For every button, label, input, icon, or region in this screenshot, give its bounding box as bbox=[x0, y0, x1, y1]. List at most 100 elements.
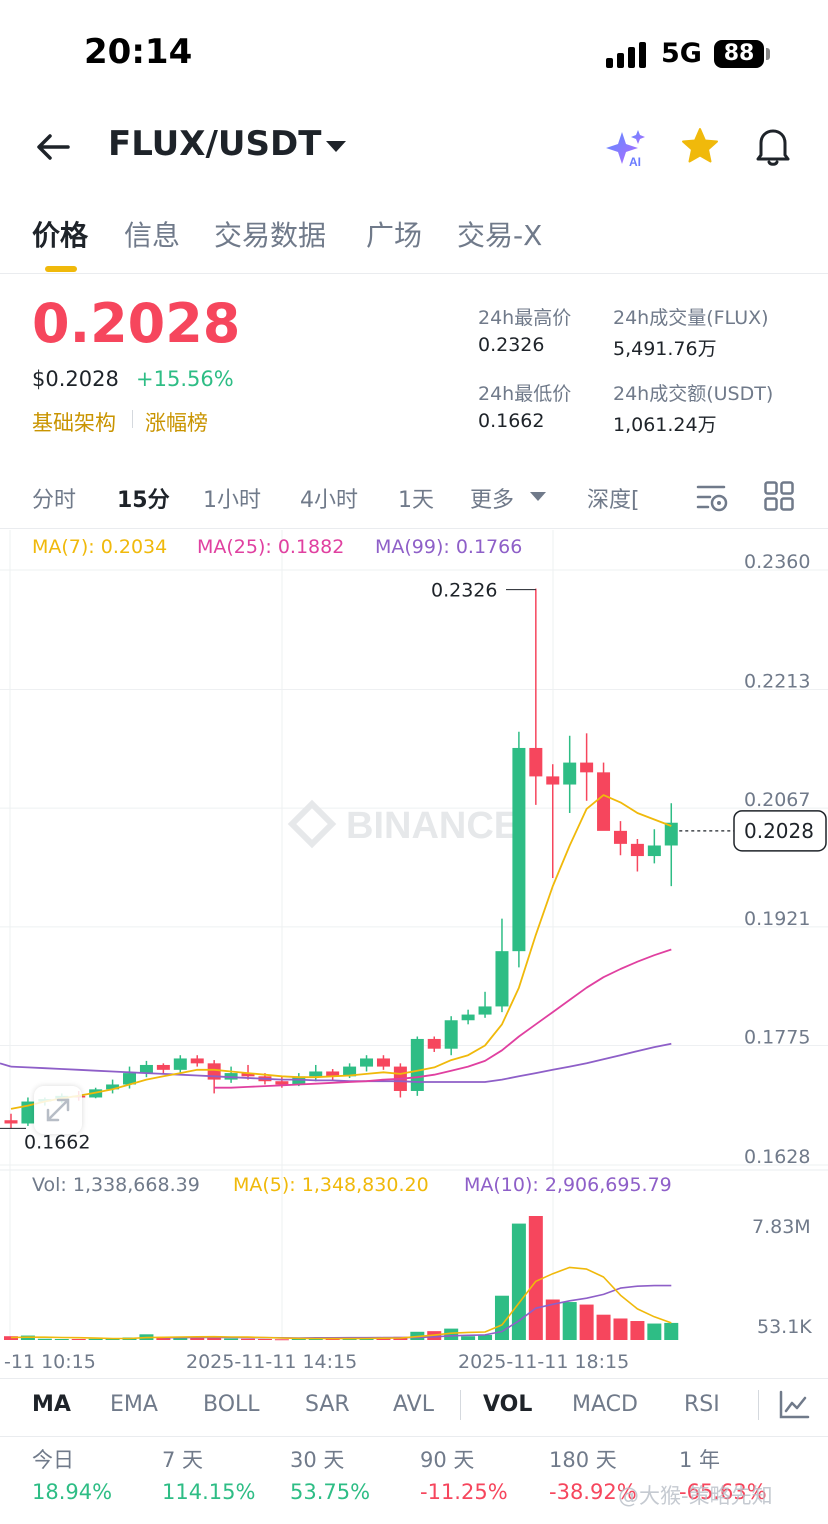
volume-bar bbox=[257, 1338, 272, 1340]
volume-bar bbox=[4, 1336, 18, 1340]
volume-bar bbox=[545, 1299, 560, 1340]
indicator-separator-2 bbox=[758, 1390, 759, 1420]
last-price: 0.2028 bbox=[32, 292, 241, 355]
price-axis-label: 0.2213 bbox=[744, 670, 810, 692]
more-dropdown-icon[interactable] bbox=[530, 492, 546, 501]
current-price-label: 0.2028 bbox=[744, 819, 814, 843]
perf-90d-value: -11.25% bbox=[420, 1480, 508, 1504]
stat-volume-base-value: 5,491.76万 bbox=[613, 338, 717, 360]
interval-more[interactable]: 更多 bbox=[470, 488, 515, 513]
tab-trade-x[interactable]: 交易-X bbox=[457, 219, 543, 252]
volume-bar bbox=[37, 1338, 52, 1340]
volume-bar bbox=[274, 1339, 289, 1341]
tab-trading-data[interactable]: 交易数据 bbox=[214, 219, 327, 252]
perf-7d-value: 114.15% bbox=[162, 1480, 256, 1504]
indicator-ema[interactable]: EMA bbox=[110, 1392, 158, 1417]
indicator-boll[interactable]: BOLL bbox=[203, 1392, 260, 1417]
candle-body bbox=[123, 1073, 137, 1085]
candle-body bbox=[360, 1058, 374, 1067]
candle-body bbox=[190, 1058, 204, 1064]
volume-bar bbox=[579, 1304, 594, 1340]
bell-icon[interactable] bbox=[752, 124, 794, 168]
perf-7d-label: 7 天 bbox=[162, 1448, 204, 1472]
volume-bar bbox=[478, 1334, 493, 1340]
interval-depth[interactable]: 深度[ bbox=[587, 488, 640, 513]
candle-body bbox=[563, 762, 577, 785]
tab-square[interactable]: 广场 bbox=[366, 219, 423, 252]
stat-low-value: 0.1662 bbox=[478, 410, 545, 432]
volume-bar bbox=[444, 1328, 459, 1340]
pair-title[interactable]: FLUX/USDT bbox=[108, 124, 322, 164]
candle-body bbox=[630, 843, 644, 857]
volume-bar bbox=[664, 1322, 679, 1340]
indicator-rsi[interactable]: RSI bbox=[684, 1392, 720, 1417]
fullscreen-button[interactable] bbox=[34, 1086, 82, 1134]
candle-body bbox=[613, 830, 627, 844]
interval-timeline[interactable]: 分时 bbox=[32, 488, 77, 513]
ma99-legend: MA(99): 0.1766 bbox=[375, 536, 523, 558]
pair-dropdown-icon[interactable] bbox=[326, 141, 346, 152]
stat-volume-quote-value: 1,061.24万 bbox=[613, 414, 717, 436]
volume-axis-label: 53.1K bbox=[757, 1316, 812, 1338]
perf-180d-label: 180 天 bbox=[549, 1448, 617, 1472]
stat-high-value: 0.2326 bbox=[478, 334, 545, 356]
candlestick-chart[interactable]: BINANCE 0.2360 0.2213 0.2067 0.1921 0.1775 0.… bbox=[0, 530, 828, 1380]
chart-settings-icon[interactable] bbox=[696, 482, 730, 514]
volume-bar bbox=[173, 1336, 188, 1340]
tag-separator bbox=[132, 410, 133, 428]
tag-gainers[interactable]: 涨幅榜 bbox=[145, 411, 208, 435]
candle-body bbox=[444, 1020, 458, 1049]
candle-body bbox=[4, 1120, 18, 1124]
indicator-sar[interactable]: SAR bbox=[305, 1392, 350, 1417]
ma25-line bbox=[214, 948, 672, 1089]
indicator-ma[interactable]: MA bbox=[32, 1392, 71, 1417]
expand-icon bbox=[46, 1098, 70, 1122]
perf-180d-value: -38.92% bbox=[549, 1480, 637, 1504]
candle-body bbox=[326, 1071, 340, 1077]
price-change-percent: +15.56% bbox=[136, 367, 234, 391]
volume-bar bbox=[613, 1318, 628, 1340]
back-arrow-icon[interactable] bbox=[34, 128, 72, 166]
grid-layout-icon[interactable] bbox=[764, 481, 794, 511]
indicator-separator bbox=[460, 1390, 461, 1420]
stat-volume-quote-label: 24h成交额(USDT) bbox=[613, 383, 774, 405]
price-axis-label: 0.2067 bbox=[744, 789, 810, 811]
favorite-star-icon[interactable] bbox=[680, 126, 720, 166]
indicator-divider bbox=[0, 1378, 828, 1379]
candle-body bbox=[461, 1014, 475, 1021]
tab-price[interactable]: 价格 bbox=[32, 219, 89, 252]
volume-legend: Vol: 1,338,668.39 bbox=[32, 1174, 200, 1196]
high-marker-label: 0.2326 bbox=[431, 580, 497, 602]
indicator-macd[interactable]: MACD bbox=[572, 1392, 638, 1417]
indicator-avl[interactable]: AVL bbox=[393, 1392, 434, 1417]
volume-bar bbox=[224, 1338, 239, 1340]
indicator-chart-icon[interactable] bbox=[778, 1390, 810, 1420]
interval-4h[interactable]: 4小时 bbox=[300, 488, 358, 513]
status-time: 20:14 bbox=[84, 32, 193, 72]
candle-body bbox=[546, 776, 560, 785]
volume-bar bbox=[241, 1338, 256, 1340]
tag-infrastructure[interactable]: 基础架构 bbox=[32, 411, 116, 435]
interval-1h[interactable]: 1小时 bbox=[203, 488, 261, 513]
interval-15m[interactable]: 15分 bbox=[117, 488, 170, 513]
ma25-legend: MA(25): 0.1882 bbox=[197, 536, 345, 558]
volume-axis-label: 7.83M bbox=[752, 1216, 811, 1238]
candle-body bbox=[106, 1084, 120, 1090]
indicator-vol[interactable]: VOL bbox=[483, 1392, 533, 1417]
tab-info[interactable]: 信息 bbox=[124, 219, 181, 252]
svg-text:AI: AI bbox=[629, 155, 641, 169]
stat-low-label: 24h最低价 bbox=[478, 383, 572, 405]
perf-30d-value: 53.75% bbox=[290, 1480, 371, 1504]
interval-1d[interactable]: 1天 bbox=[398, 488, 434, 513]
ma99-line-start bbox=[0, 1062, 12, 1068]
stat-volume-base-label: 24h成交量(FLUX) bbox=[613, 307, 769, 329]
usd-price: $0.2028 bbox=[32, 367, 119, 391]
volume-bar bbox=[54, 1338, 69, 1340]
candle-body bbox=[580, 762, 594, 773]
ma99-line bbox=[10, 1042, 672, 1083]
perf-today-value: 18.94% bbox=[32, 1480, 113, 1504]
user-watermark: @大猴-策略先知 bbox=[618, 1484, 773, 1508]
perf-30d-label: 30 天 bbox=[290, 1448, 345, 1472]
ai-sparkle-icon[interactable]: AI bbox=[604, 128, 650, 170]
binance-logo-icon bbox=[287, 799, 337, 849]
